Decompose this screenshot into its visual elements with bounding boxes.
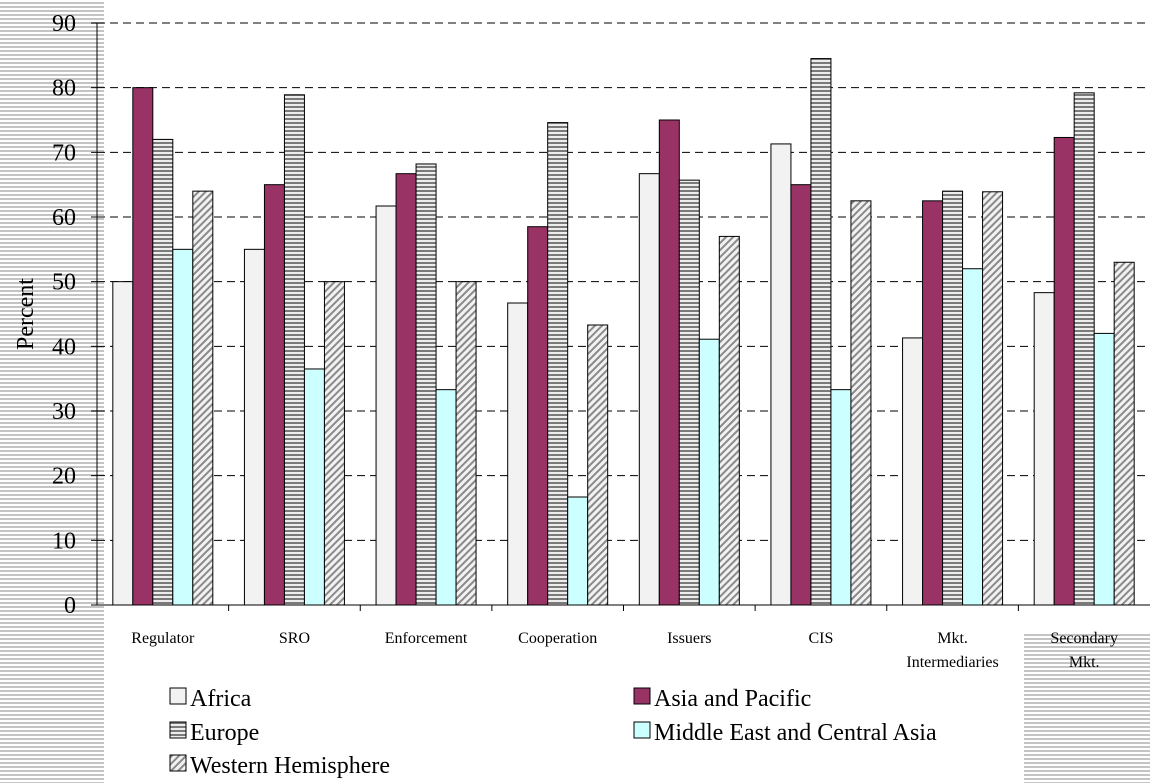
x-tick-label: SRO <box>279 630 310 647</box>
y-tick-label: 90 <box>52 11 76 37</box>
bar-middle-east-and-central-asia <box>962 268 984 606</box>
x-tick-label: Regulator <box>131 630 195 647</box>
bar-africa <box>770 143 792 606</box>
y-tick-label: 60 <box>52 205 76 231</box>
y-tick-label: 70 <box>52 140 76 166</box>
bar-asia-and-pacific <box>263 184 285 606</box>
bar-middle-east-and-central-asia <box>830 389 852 606</box>
bar-asia-and-pacific <box>790 184 812 606</box>
bar-asia-and-pacific <box>658 119 680 606</box>
y-tick-label: 50 <box>52 270 76 296</box>
x-tick-label: Cooperation <box>518 630 597 647</box>
bar-middle-east-and-central-asia <box>435 389 457 606</box>
bar-middle-east-and-central-asia <box>698 338 720 606</box>
legend-label: Western Hemisphere <box>190 753 390 779</box>
y-tick-label: 0 <box>64 593 76 619</box>
bar-middle-east-and-central-asia <box>1093 332 1115 606</box>
bar-europe <box>415 163 437 606</box>
bar-western-hemisphere <box>718 235 740 606</box>
legend-panel <box>104 632 1024 783</box>
bar-africa <box>902 337 924 606</box>
bar-asia-and-pacific <box>922 200 944 606</box>
bar-africa <box>1033 292 1055 606</box>
legend-label: Asia and Pacific <box>654 686 811 712</box>
legend-swatch <box>633 721 651 739</box>
bar-africa <box>507 302 529 606</box>
bar-western-hemisphere <box>850 200 872 606</box>
bar-western-hemisphere <box>323 281 345 606</box>
bar-middle-east-and-central-asia <box>172 248 194 606</box>
legend-swatch <box>633 687 651 705</box>
bar-middle-east-and-central-asia <box>567 496 589 606</box>
bar-europe <box>678 179 700 606</box>
legend: Africa Asia and Pacific Europe Middle East … <box>169 686 937 779</box>
bar-europe <box>547 122 569 606</box>
bar-asia-and-pacific <box>1053 136 1075 606</box>
bar-europe <box>810 58 832 606</box>
legend-swatch <box>169 721 187 739</box>
bar-asia-and-pacific <box>527 226 549 606</box>
bar-western-hemisphere <box>455 281 477 606</box>
bar-europe <box>152 138 174 606</box>
bar-middle-east-and-central-asia <box>303 368 325 606</box>
y-tick-label: 20 <box>52 464 76 490</box>
y-tick-label: 10 <box>52 528 76 554</box>
bar-asia-and-pacific <box>395 173 417 606</box>
bar-western-hemisphere <box>192 190 214 606</box>
x-tick-label: Mkt. Intermediaries <box>906 630 998 671</box>
bar-africa <box>638 173 660 606</box>
x-tick-label: Enforcement <box>385 630 468 647</box>
axes: 0 10 20 30 40 50 60 70 80 90 Percent Regulator SRO En… <box>13 11 1150 671</box>
y-tick-label: 80 <box>52 76 76 102</box>
y-tick-label: 40 <box>52 334 76 360</box>
legend-label: Middle East and Central Asia <box>654 720 937 746</box>
legend-label: Europe <box>190 720 259 746</box>
bar-western-hemisphere <box>982 191 1004 606</box>
bars <box>112 58 1135 606</box>
x-tick-label: Secondary Mkt. <box>1050 630 1118 671</box>
bar-asia-and-pacific <box>132 87 154 606</box>
x-tick-label: CIS <box>808 630 833 647</box>
bar-western-hemisphere <box>587 324 609 606</box>
y-axis-label: Percent <box>13 278 39 350</box>
bar-europe <box>942 190 964 606</box>
bar-europe <box>283 94 305 606</box>
bar-europe <box>1073 92 1095 606</box>
y-tick-label: 30 <box>52 399 76 425</box>
x-tick-label: Issuers <box>667 630 711 647</box>
bar-africa <box>375 205 397 606</box>
legend-label: Africa <box>190 686 252 712</box>
bar-africa <box>243 248 265 606</box>
bar-africa <box>112 281 134 606</box>
legend-swatch <box>169 754 187 772</box>
legend-swatch <box>169 687 187 705</box>
bar-western-hemisphere <box>1113 261 1135 606</box>
